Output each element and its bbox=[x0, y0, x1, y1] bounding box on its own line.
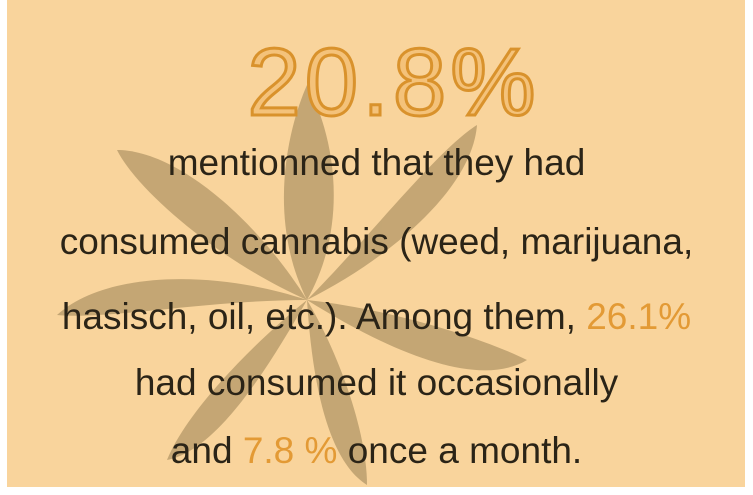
highlight: 26.1% bbox=[586, 296, 691, 337]
text-line: hasisch, oil, etc.). Among them, 26.1% bbox=[7, 296, 745, 338]
text: hasisch, oil, etc.). Among them, bbox=[62, 296, 586, 337]
text: once a month. bbox=[337, 430, 582, 471]
page: 20.8% mentionned that they had consumed … bbox=[0, 0, 753, 495]
headline: 20.8% bbox=[17, 28, 745, 138]
highlight: 7.8 % bbox=[243, 430, 338, 471]
card: 20.8% mentionned that they had consumed … bbox=[7, 0, 745, 487]
text-line: mentionned that they had bbox=[7, 142, 745, 184]
text: had consumed it occasionally bbox=[135, 362, 618, 403]
text-line: and 7.8 % once a month. bbox=[7, 430, 745, 472]
text: consumed cannabis (weed, marijuana, bbox=[60, 221, 693, 262]
text: mentionned that they had bbox=[168, 142, 586, 183]
text-line: had consumed it occasionally bbox=[7, 362, 745, 404]
text: and bbox=[171, 430, 243, 471]
text-line: consumed cannabis (weed, marijuana, bbox=[7, 221, 745, 263]
